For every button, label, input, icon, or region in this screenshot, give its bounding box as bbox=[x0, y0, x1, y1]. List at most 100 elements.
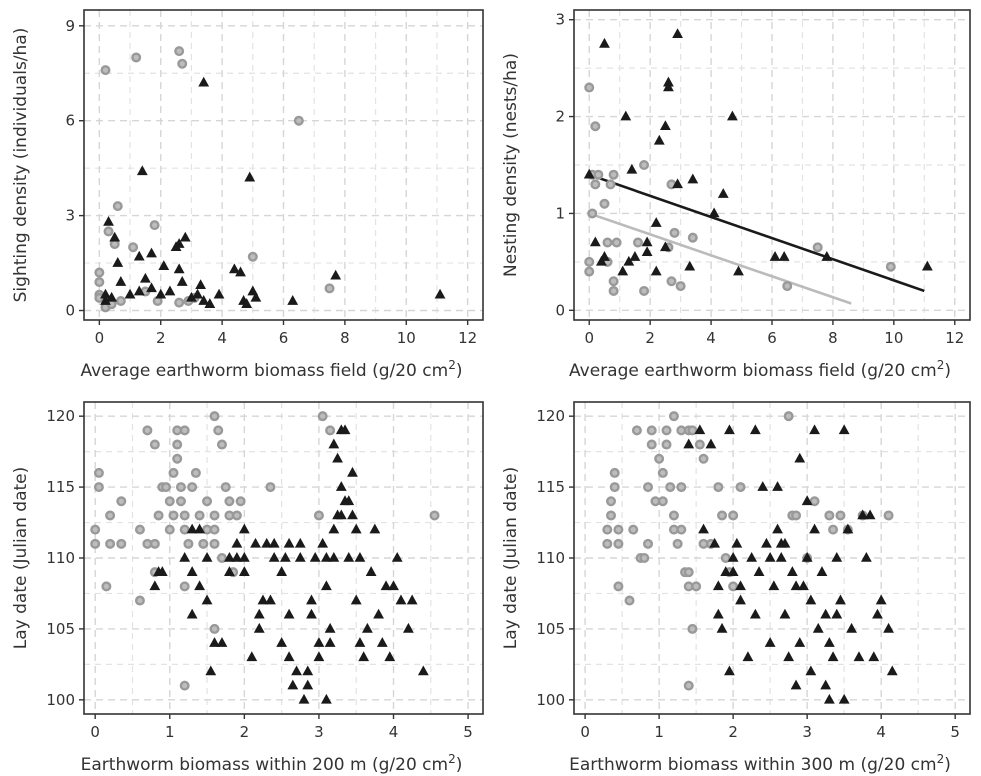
data-point-triangle bbox=[868, 651, 880, 662]
data-point-circle bbox=[116, 538, 127, 549]
data-point-circle bbox=[209, 623, 220, 634]
x-tick-label: 4 bbox=[217, 329, 227, 347]
x-axis-label: Earthworm biomass within 300 m (g/20 cm2… bbox=[569, 752, 951, 775]
data-point-triangle bbox=[835, 594, 846, 605]
data-point-circle bbox=[669, 227, 680, 238]
data-point-circle bbox=[883, 510, 894, 521]
data-point-circle bbox=[584, 266, 595, 277]
data-point-triangle bbox=[205, 665, 217, 676]
data-point-triangle bbox=[320, 693, 332, 704]
data-point-triangle bbox=[742, 651, 754, 662]
data-point-triangle bbox=[801, 552, 813, 562]
data-point-circle bbox=[325, 425, 336, 436]
data-point-circle bbox=[317, 411, 328, 422]
data-point-triangle bbox=[589, 236, 601, 247]
data-point-triangle bbox=[306, 594, 317, 605]
data-point-circle bbox=[194, 510, 205, 521]
x-tick-label: 0 bbox=[90, 723, 100, 741]
data-point-circle bbox=[639, 553, 650, 564]
data-point-triangle bbox=[659, 241, 671, 252]
data-point-triangle bbox=[302, 679, 314, 690]
data-point-circle bbox=[116, 496, 127, 507]
data-point-triangle bbox=[324, 637, 336, 647]
data-point-triangle bbox=[139, 272, 151, 283]
data-point-circle bbox=[161, 482, 172, 493]
data-point-triangle bbox=[291, 665, 302, 676]
data-point-triangle bbox=[250, 537, 261, 548]
data-point-triangle bbox=[313, 651, 325, 662]
data-point-triangle bbox=[820, 608, 832, 619]
data-point-circle bbox=[613, 524, 624, 535]
chart-panel-1: 0 2 4 6 8 10 12 0 3 6 9 Average earthworm biomass f… bbox=[11, 9, 484, 381]
data-point-triangle bbox=[620, 110, 632, 121]
data-point-circle bbox=[324, 283, 335, 294]
data-point-triangle bbox=[434, 288, 446, 299]
data-point-triangle bbox=[724, 424, 735, 435]
y-tick-label: 120 bbox=[536, 407, 565, 425]
y-tick-label: 100 bbox=[46, 691, 75, 709]
data-point-triangle bbox=[115, 276, 127, 286]
data-point-circle bbox=[164, 524, 175, 535]
y-tick-label: 0 bbox=[65, 302, 75, 320]
data-point-triangle bbox=[886, 665, 898, 676]
data-point-triangle bbox=[798, 580, 809, 591]
data-point-triangle bbox=[253, 622, 265, 633]
data-point-triangle bbox=[805, 665, 817, 676]
data-point-circle bbox=[783, 411, 794, 422]
data-point-triangle bbox=[764, 552, 776, 562]
data-point-triangle bbox=[265, 594, 276, 605]
data-point-circle bbox=[293, 115, 304, 126]
data-point-triangle bbox=[186, 566, 198, 576]
data-point-triangle bbox=[683, 438, 695, 449]
data-point-triangle bbox=[772, 481, 783, 491]
data-point-circle bbox=[209, 524, 220, 535]
data-point-triangle bbox=[164, 285, 176, 296]
data-point-circle bbox=[628, 524, 639, 535]
x-tick-label: 8 bbox=[340, 329, 350, 347]
data-point-circle bbox=[265, 482, 276, 493]
data-point-triangle bbox=[155, 288, 167, 299]
data-point-triangle bbox=[109, 231, 121, 242]
data-point-triangle bbox=[103, 215, 114, 226]
data-point-circle bbox=[94, 267, 105, 278]
y-tick-label: 110 bbox=[536, 549, 565, 567]
data-point-triangle bbox=[749, 608, 761, 619]
data-point-triangle bbox=[735, 580, 746, 591]
data-point-triangle bbox=[268, 552, 280, 562]
data-point-triangle bbox=[362, 622, 373, 633]
data-point-circle bbox=[608, 285, 619, 296]
data-point-circle bbox=[94, 277, 105, 288]
data-point-circle bbox=[105, 538, 116, 549]
data-point-circle bbox=[93, 482, 104, 493]
data-point-triangle bbox=[380, 580, 392, 591]
x-axis-label: Average earthworm biomass field (g/20 cm… bbox=[569, 358, 951, 381]
data-point-circle bbox=[611, 237, 622, 248]
data-point-triangle bbox=[136, 165, 148, 176]
y-tick-label: 120 bbox=[46, 407, 75, 425]
data-point-circle bbox=[668, 510, 679, 521]
x-tick-label: 6 bbox=[767, 329, 777, 347]
data-point-triangle bbox=[335, 481, 347, 491]
y-axis-label: Sighting density (individuals/ha) bbox=[11, 28, 31, 303]
data-point-circle bbox=[687, 623, 698, 634]
data-point-circle bbox=[216, 553, 227, 564]
data-point-triangle bbox=[778, 251, 790, 261]
data-point-circle bbox=[639, 159, 650, 170]
data-point-triangle bbox=[112, 257, 124, 267]
data-point-triangle bbox=[201, 594, 213, 605]
data-point-triangle bbox=[783, 651, 795, 662]
data-point-triangle bbox=[786, 566, 798, 576]
data-point-triangle bbox=[708, 207, 720, 218]
x-tick-label: 4 bbox=[876, 723, 886, 741]
y-axis-label: Lay date (Julian date) bbox=[501, 467, 521, 650]
data-point-triangle bbox=[823, 637, 835, 647]
data-point-circle bbox=[190, 467, 201, 478]
data-point-triangle bbox=[354, 637, 366, 647]
data-point-triangle bbox=[320, 552, 332, 562]
data-point-triangle bbox=[842, 523, 854, 534]
data-point-triangle bbox=[347, 509, 358, 520]
x-tick-label: 10 bbox=[884, 329, 903, 347]
data-point-triangle bbox=[790, 679, 802, 690]
data-point-triangle bbox=[376, 637, 388, 647]
